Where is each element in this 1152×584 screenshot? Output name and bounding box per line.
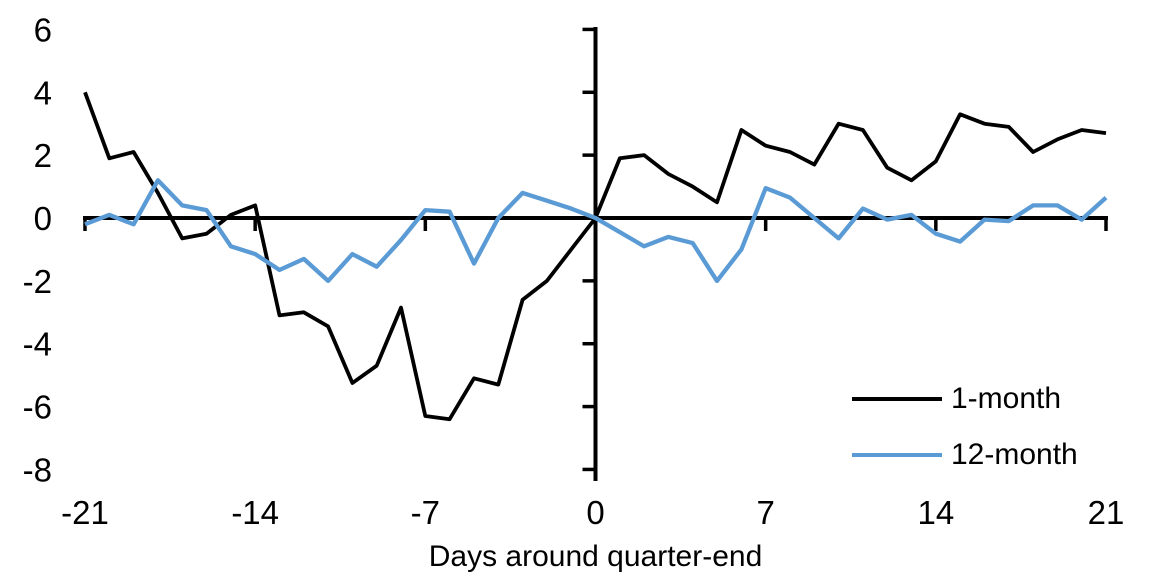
x-tick-label: 21	[1088, 494, 1125, 531]
y-tick-label: -4	[23, 326, 52, 363]
y-tick-label: 6	[34, 11, 52, 48]
legend-label: 12-month	[951, 438, 1078, 471]
legend-item: 12-month	[852, 431, 1078, 479]
y-tick-label: 2	[34, 137, 52, 174]
x-tick-label: 0	[586, 494, 604, 531]
series-line-12-month	[84, 178, 1108, 284]
legend-label: 1-month	[951, 382, 1062, 415]
y-tick-label: -8	[23, 451, 52, 488]
x-tick-label: 7	[756, 494, 774, 531]
x-tick-label: -7	[411, 494, 440, 531]
legend-item: 1-month	[852, 375, 1078, 423]
x-tick-label: -21	[61, 494, 109, 531]
x-tick-label: -14	[231, 494, 279, 531]
legend-swatch	[852, 453, 942, 457]
legend: 1-month 12-month	[852, 375, 1078, 479]
legend-swatch	[852, 397, 942, 401]
x-axis-title: Days around quarter-end	[428, 540, 763, 573]
x-tick-label: 14	[917, 494, 954, 531]
y-tick-label: 4	[34, 74, 52, 111]
y-tick-label: 0	[34, 200, 52, 237]
y-tick-label: -6	[23, 389, 52, 426]
y-tick-label: -2	[23, 263, 52, 300]
